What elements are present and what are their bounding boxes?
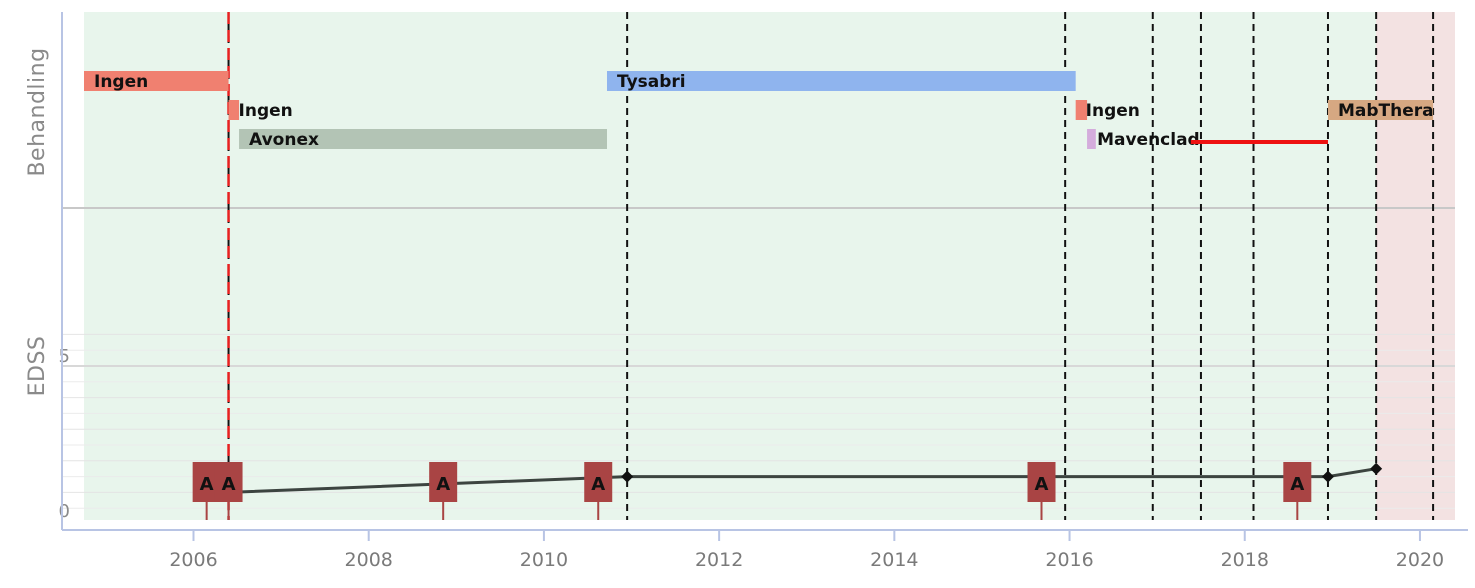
treatment-bar — [1075, 100, 1088, 120]
edss-point — [1370, 462, 1383, 475]
treatment-label: MabThera — [1338, 101, 1434, 121]
attack-label: A — [1035, 474, 1049, 495]
treatment-bar — [1327, 100, 1434, 120]
treatment-bar — [84, 71, 229, 91]
x-tick-label: 2008 — [345, 549, 393, 571]
x-tick-label: 2010 — [520, 549, 568, 571]
highlight-region — [1376, 12, 1455, 520]
x-tick-label: 2016 — [1045, 549, 1093, 571]
attack-label: A — [200, 474, 214, 495]
treatment-label: Ingen — [239, 101, 293, 121]
attack-box — [214, 462, 243, 502]
axes: 0 5 2006 2008 2010 2012 2014 2016 2018 2020 — [59, 12, 1468, 571]
y-tick-label: 5 — [59, 346, 70, 367]
edss-point — [621, 470, 634, 483]
plot-area — [84, 12, 1455, 520]
x-tick-label: 2020 — [1396, 549, 1444, 571]
treatment-bar — [1087, 129, 1096, 149]
x-tick-label: 2012 — [695, 549, 743, 571]
treatment-bar — [239, 129, 607, 149]
y-tick-label: 0 — [59, 501, 70, 522]
treatment-bar — [606, 71, 1076, 91]
attack-label: A — [436, 474, 450, 495]
treatment-axis-title: Behandling — [25, 47, 50, 176]
event-lines — [227, 12, 1435, 520]
x-tick-label: 2006 — [169, 549, 217, 571]
treatment-bars: Ingen Ingen Avonex Tysabri Ingen Mavenclad Mab… — [84, 71, 1434, 150]
plot-background — [84, 12, 1455, 520]
x-tick-label: 2018 — [1221, 549, 1269, 571]
attack-box — [1283, 462, 1312, 502]
treatment-label: Ingen — [1086, 101, 1140, 121]
treatment-label: Mavenclad — [1097, 130, 1200, 150]
treatment-label: Avonex — [249, 130, 319, 150]
attack-box — [584, 462, 613, 502]
attack-label: A — [591, 474, 605, 495]
attack-box — [1027, 462, 1056, 502]
treatment-label: Tysabri — [617, 72, 686, 92]
edss-axis-title: EDSS — [25, 336, 50, 397]
treatment-bar — [228, 100, 240, 120]
x-tick-label: 2014 — [870, 549, 918, 571]
attack-label: A — [1290, 474, 1304, 495]
edss-line — [228, 467, 1377, 494]
grid-lines — [62, 207, 1455, 509]
edss-point — [1321, 470, 1334, 483]
attack-label: A — [222, 474, 236, 495]
attack-box — [429, 462, 458, 502]
treatment-label: Ingen — [94, 72, 148, 92]
